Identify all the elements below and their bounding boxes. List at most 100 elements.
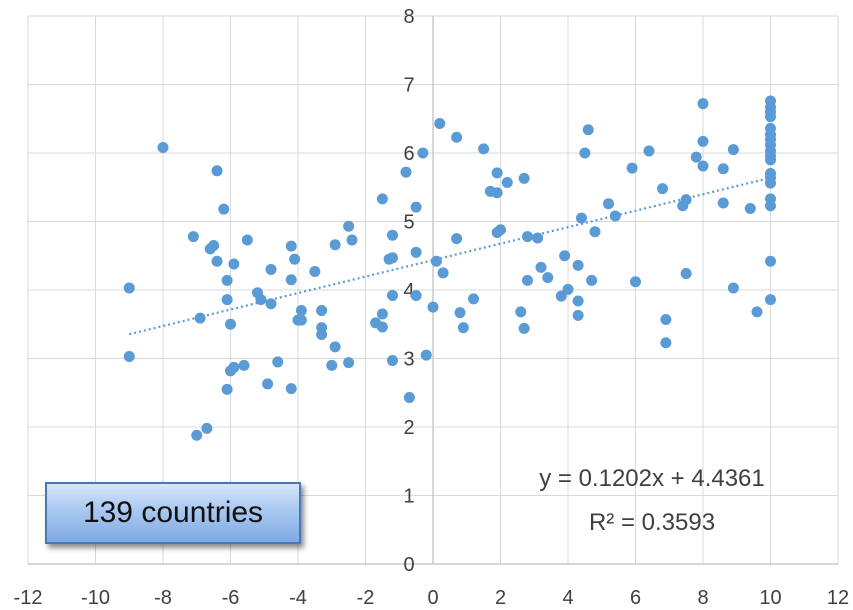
x-tick-label: -2 bbox=[357, 587, 375, 609]
data-point bbox=[717, 163, 729, 175]
data-point bbox=[329, 239, 341, 251]
x-tick-label: -10 bbox=[81, 587, 110, 609]
data-point bbox=[295, 314, 307, 326]
trendline-equation: y = 0.1202x + 4.4361 bbox=[539, 465, 765, 492]
data-point bbox=[228, 361, 240, 373]
data-point bbox=[680, 268, 692, 280]
data-point bbox=[218, 203, 230, 215]
data-point bbox=[478, 143, 490, 155]
x-tick-label: -12 bbox=[14, 587, 43, 609]
data-point bbox=[562, 283, 574, 295]
data-point bbox=[576, 212, 587, 224]
data-point bbox=[228, 258, 240, 270]
data-point bbox=[744, 202, 756, 214]
data-point bbox=[535, 261, 547, 273]
data-point bbox=[626, 162, 638, 174]
data-point bbox=[697, 135, 709, 147]
data-point bbox=[717, 197, 729, 209]
x-tick-label: 4 bbox=[562, 587, 573, 609]
data-point bbox=[765, 294, 776, 306]
data-point bbox=[555, 290, 567, 302]
data-point bbox=[727, 144, 739, 156]
data-points bbox=[123, 95, 776, 441]
x-tick-label: -8 bbox=[154, 587, 172, 609]
data-point bbox=[582, 124, 594, 136]
y-tick-label: 7 bbox=[403, 75, 414, 97]
data-point bbox=[660, 313, 672, 325]
data-point bbox=[437, 267, 449, 279]
data-point bbox=[285, 383, 297, 395]
data-point bbox=[630, 276, 641, 288]
data-point bbox=[387, 229, 398, 241]
data-point bbox=[542, 272, 554, 284]
data-point bbox=[579, 147, 591, 159]
data-point bbox=[211, 255, 223, 267]
data-point bbox=[657, 183, 668, 195]
data-point bbox=[225, 318, 236, 330]
data-point bbox=[589, 226, 601, 238]
x-tick-label: 10 bbox=[759, 587, 781, 609]
data-point bbox=[603, 198, 614, 210]
countries-count-badge: 139 countries bbox=[45, 482, 301, 544]
y-tick-label: 1 bbox=[403, 486, 414, 508]
data-point bbox=[495, 224, 506, 236]
data-point bbox=[765, 177, 776, 189]
data-point bbox=[387, 355, 398, 367]
data-point bbox=[272, 356, 284, 368]
data-point bbox=[211, 165, 223, 177]
data-point bbox=[609, 210, 621, 222]
data-point bbox=[376, 193, 388, 205]
data-point bbox=[690, 151, 702, 163]
data-point bbox=[765, 200, 776, 212]
data-point bbox=[326, 359, 338, 371]
data-point bbox=[376, 308, 388, 320]
data-point bbox=[309, 266, 321, 278]
data-point bbox=[522, 231, 533, 243]
y-tick-label: 3 bbox=[403, 349, 414, 371]
data-point bbox=[430, 255, 442, 267]
data-point bbox=[221, 383, 233, 395]
data-point bbox=[255, 294, 267, 306]
data-point bbox=[262, 378, 274, 390]
data-point bbox=[765, 154, 776, 166]
data-point bbox=[491, 187, 503, 199]
data-point bbox=[572, 295, 584, 307]
data-point bbox=[468, 293, 479, 305]
data-point bbox=[123, 350, 135, 362]
data-point bbox=[515, 306, 527, 318]
data-point bbox=[123, 282, 135, 294]
data-point bbox=[285, 274, 297, 286]
data-point bbox=[241, 234, 253, 246]
data-point bbox=[265, 298, 277, 310]
data-point bbox=[434, 118, 446, 130]
data-point bbox=[727, 282, 739, 294]
data-point bbox=[403, 392, 415, 404]
data-point bbox=[532, 232, 544, 244]
data-point bbox=[265, 263, 277, 275]
data-point bbox=[451, 131, 463, 143]
data-point bbox=[157, 142, 169, 154]
x-tick-label: 8 bbox=[697, 587, 708, 609]
data-point bbox=[191, 429, 203, 441]
x-tick-label: 6 bbox=[630, 587, 641, 609]
x-tick-label: 12 bbox=[827, 587, 849, 609]
data-point bbox=[420, 349, 432, 361]
data-point bbox=[491, 167, 503, 179]
data-point bbox=[410, 201, 422, 213]
x-tick-label: 2 bbox=[495, 587, 506, 609]
data-point bbox=[295, 305, 307, 317]
data-point bbox=[751, 306, 763, 318]
data-point bbox=[376, 321, 388, 333]
data-point bbox=[316, 305, 328, 317]
trendline bbox=[128, 176, 771, 336]
x-tick-label: -6 bbox=[222, 587, 240, 609]
data-point bbox=[697, 98, 709, 110]
data-point bbox=[387, 252, 398, 264]
x-tick-label: -4 bbox=[289, 587, 307, 609]
y-tick-label: 2 bbox=[403, 417, 414, 439]
data-point bbox=[194, 312, 206, 324]
trendline-r-squared: R² = 0.3593 bbox=[589, 509, 715, 536]
data-point bbox=[208, 239, 220, 251]
data-point bbox=[285, 240, 297, 252]
